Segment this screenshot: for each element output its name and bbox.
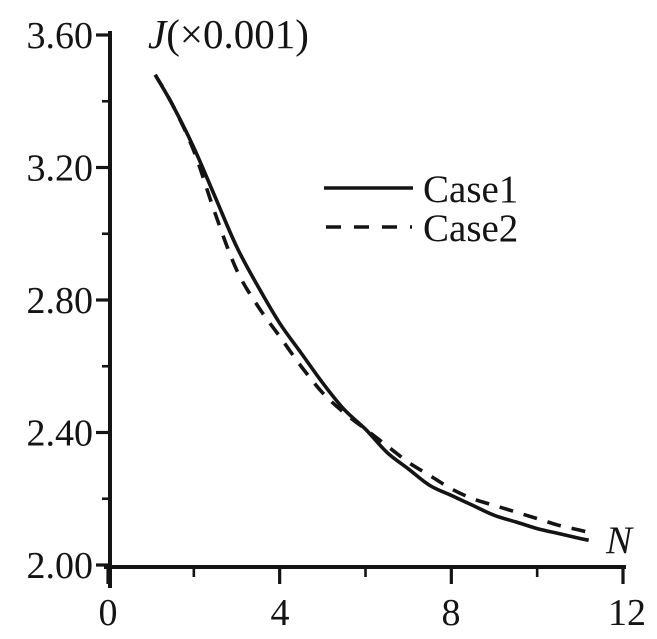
y-tick-label: 3.20 [27,148,94,190]
y-tick-label: 2.80 [27,280,94,322]
axes [104,31,626,588]
y-tick-labels: 3.60 3.20 2.80 2.40 2.00 [27,15,94,587]
chart-title: J(×0.001) [148,11,309,57]
x-tick-label: 0 [99,592,118,634]
x-tick-labels: 0 4 8 12 [99,592,647,634]
x-tick-label: 8 [442,592,461,634]
chart-title-variable: J [148,11,168,57]
x-tick-label: 4 [271,592,290,634]
y-tick-label: 3.60 [27,15,94,57]
chart-title-scale: (×0.001) [166,11,309,57]
legend-label-case2: Case2 [423,207,518,250]
case1-curve [153,73,590,542]
legend-label-case1: Case1 [423,168,518,211]
x-axis-label: N [605,519,634,562]
y-tick-label: 2.40 [27,413,94,455]
axis-ticks [96,33,625,584]
y-tick-label: 2.00 [27,545,94,587]
curve-layer [153,73,594,542]
x-tick-label: 12 [608,592,646,634]
case2-curve [153,73,594,536]
legend: Case1 Case2 [324,168,518,250]
